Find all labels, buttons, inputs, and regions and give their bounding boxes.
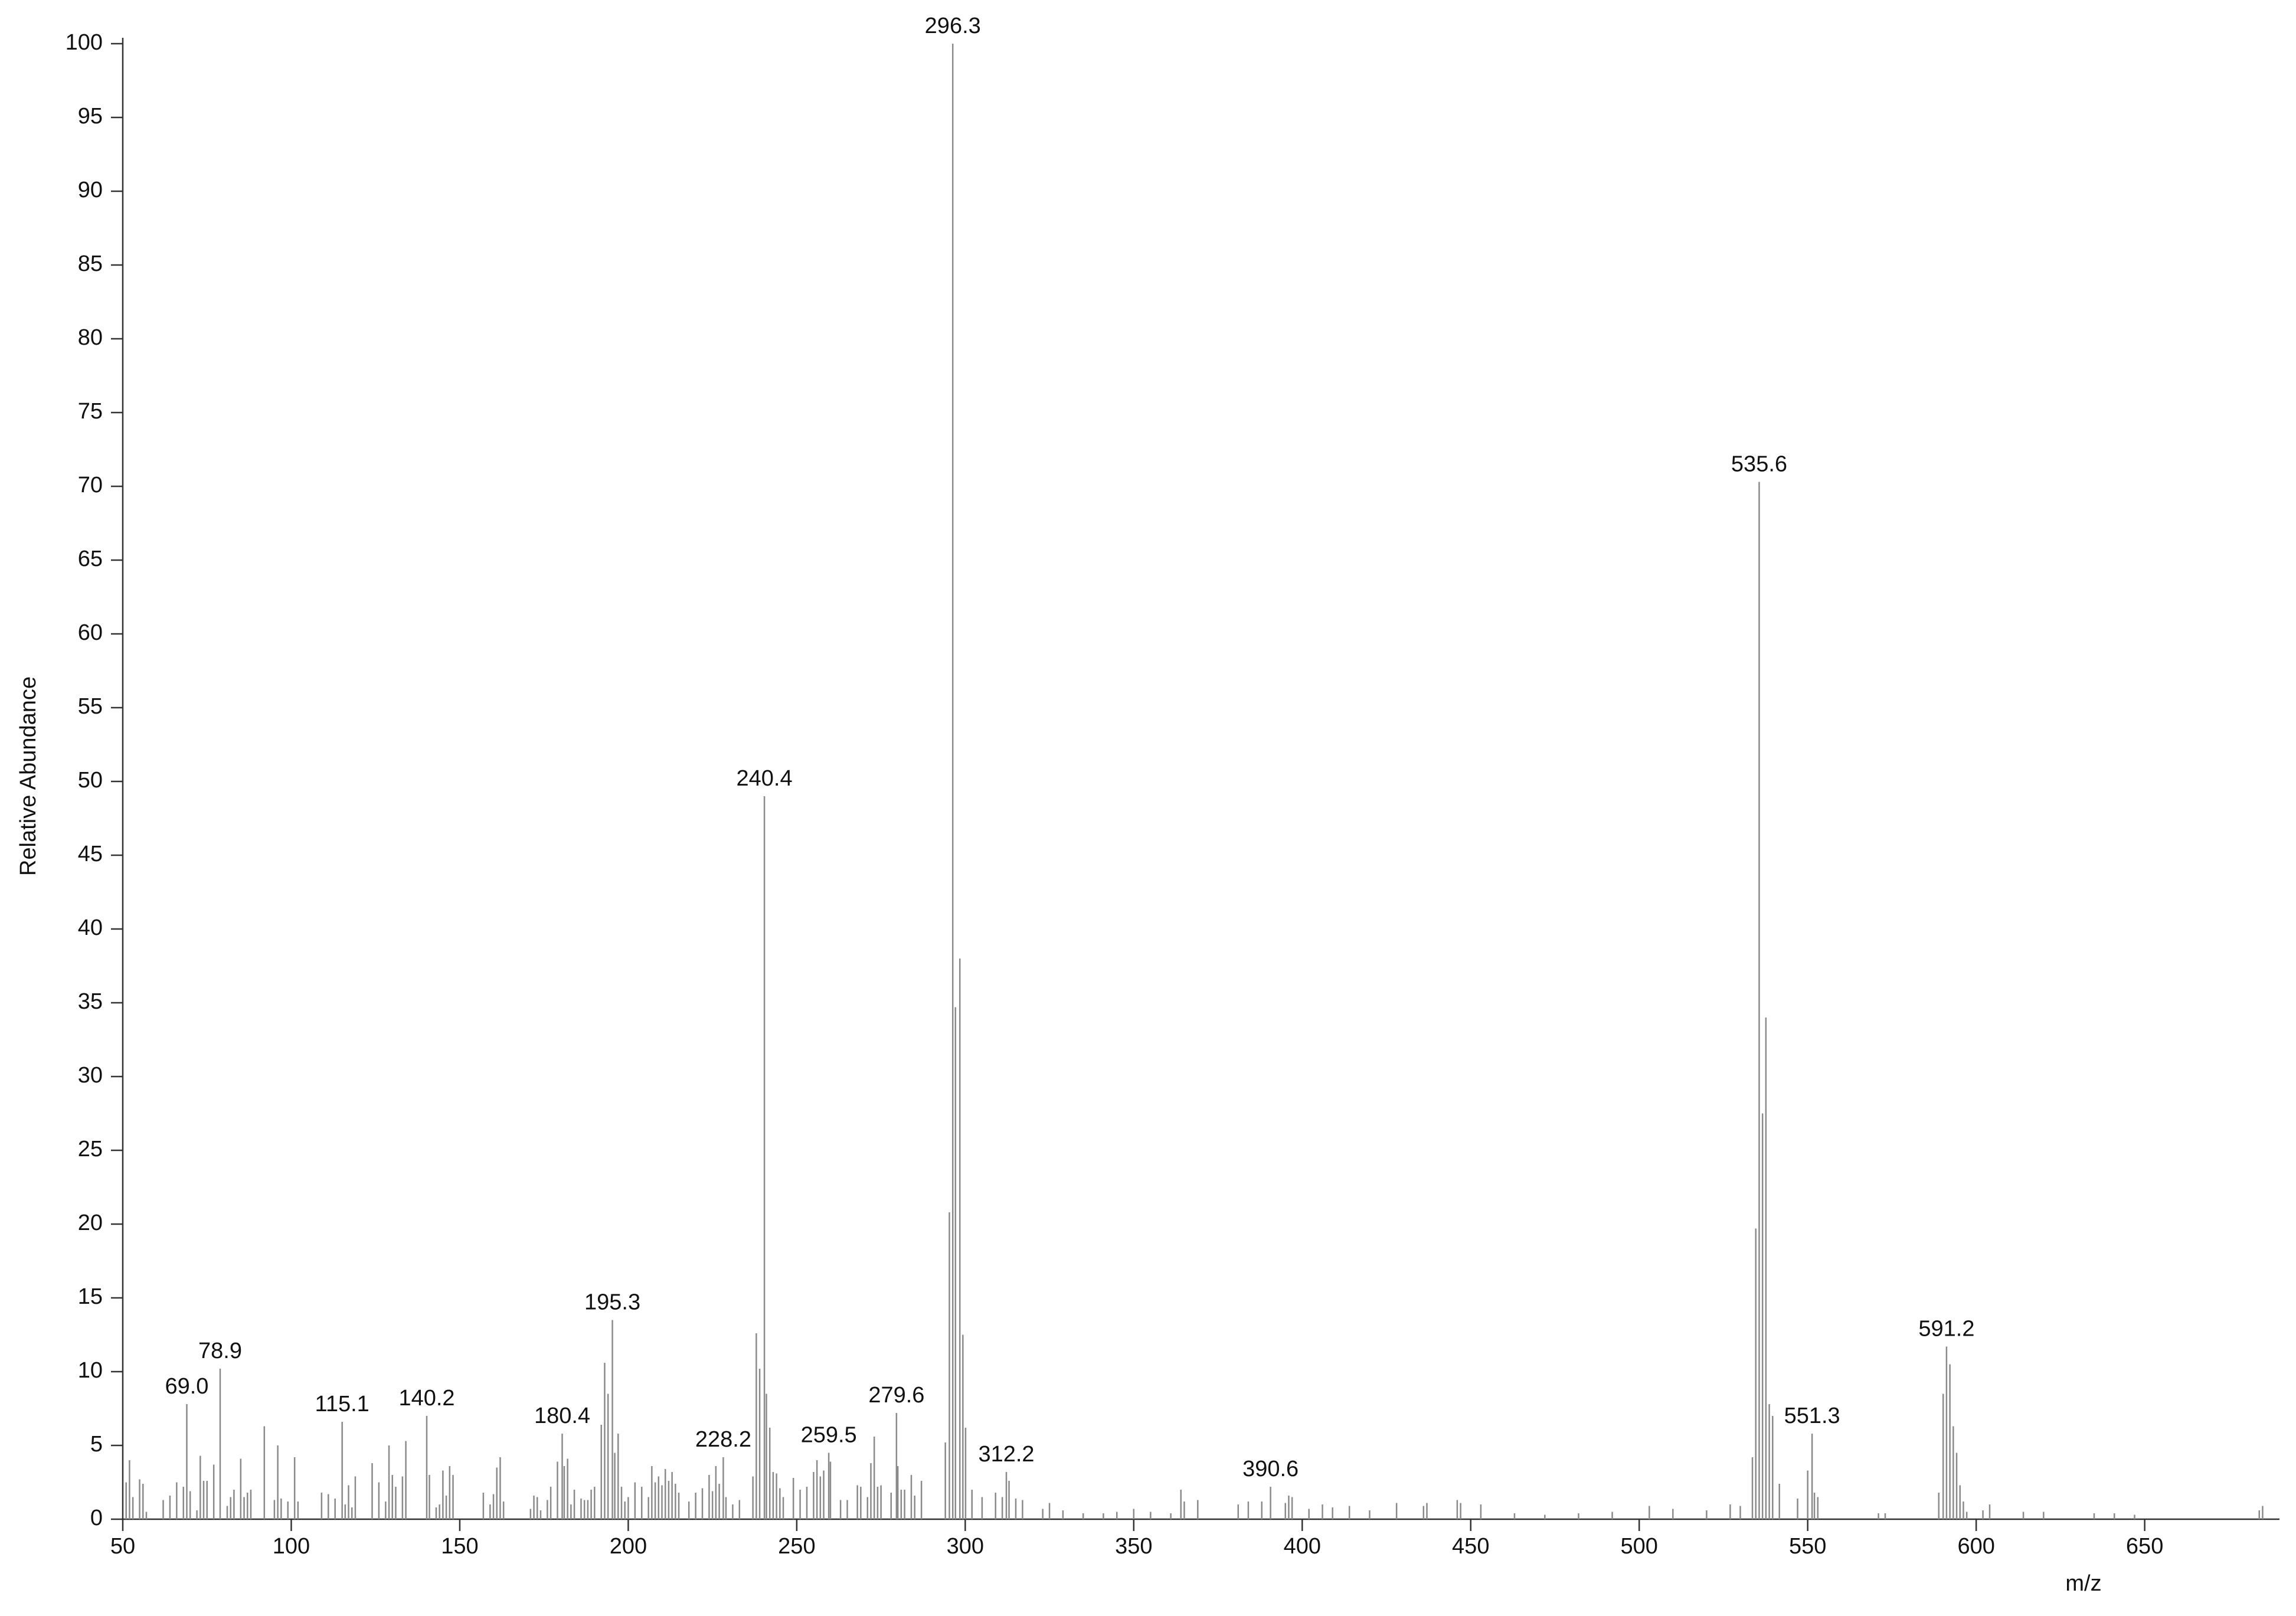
x-tick-label: 250 [778,1534,815,1559]
x-tick-label: 550 [1789,1534,1826,1559]
y-tick-label: 90 [78,178,103,202]
peak-label: 312.2 [978,1442,1034,1467]
y-tick-label: 95 [78,104,103,129]
peak-label: 535.6 [1731,452,1787,477]
x-tick-label: 100 [273,1534,310,1559]
y-axis-title: Relative Abundance [16,676,41,876]
x-tick-label: 450 [1452,1534,1489,1559]
x-tick-label: 350 [1115,1534,1152,1559]
y-tick-label: 40 [78,915,103,940]
y-tick-label: 80 [78,325,103,350]
peak-label: 240.4 [737,766,793,791]
x-tick-label: 650 [2126,1534,2163,1559]
peak-label: 140.2 [398,1386,454,1411]
y-tick-label: 65 [78,547,103,571]
y-tick-label: 75 [78,399,103,424]
y-tick-label: 20 [78,1211,103,1235]
x-tick-label: 500 [1621,1534,1658,1559]
y-tick-label: 15 [78,1284,103,1309]
y-tick-label: 70 [78,473,103,498]
y-tick-label: 35 [78,989,103,1014]
y-tick-label: 10 [78,1358,103,1383]
peak-label: 279.6 [868,1383,924,1408]
x-tick-label: 300 [947,1534,984,1559]
y-tick-label: 55 [78,694,103,719]
y-tick-label: 85 [78,251,103,276]
x-tick-label: 600 [1957,1534,1994,1559]
y-tick-label: 50 [78,768,103,793]
y-tick-label: 100 [66,30,103,55]
x-tick-label: 50 [110,1534,135,1559]
x-tick-label: 150 [441,1534,478,1559]
peak-label: 296.3 [925,14,981,38]
y-tick-label: 30 [78,1063,103,1088]
peak-label: 115.1 [315,1392,369,1417]
peak-label: 551.3 [1784,1404,1840,1428]
peak-label: 390.6 [1242,1457,1299,1481]
y-tick-label: 25 [78,1137,103,1162]
peak-label: 228.2 [695,1427,751,1452]
y-tick-label: 60 [78,620,103,645]
peak-label: 78.9 [198,1339,242,1363]
x-axis-title: m/z [2065,1571,2101,1596]
y-tick-label: 0 [90,1506,103,1530]
peak-label: 591.2 [1918,1317,1974,1342]
y-tick-label: 45 [78,842,103,866]
x-tick-label: 200 [610,1534,647,1559]
peak-label: 180.4 [534,1404,590,1428]
peak-label: 195.3 [584,1290,640,1315]
peak-label: 259.5 [801,1423,857,1448]
y-tick-label: 5 [90,1432,103,1457]
x-tick-label: 400 [1284,1534,1321,1559]
peak-label: 69.0 [165,1374,208,1399]
